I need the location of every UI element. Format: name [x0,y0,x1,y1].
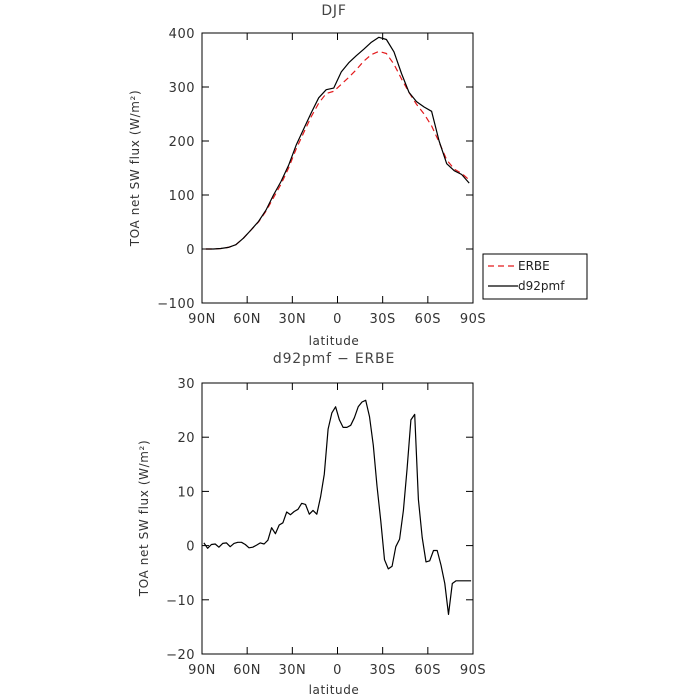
bottom-x-tick-label: 30N [278,663,306,678]
top-panel: DJF 90N 60N 30N 0 30S 60S 90S −100 0 100 200 300 40… [128,3,588,348]
bottom-y-axis: −20 −10 0 10 20 30 [166,377,473,663]
top-chart-title: DJF [321,3,346,19]
legend-label-d92pmf: d92pmf [518,279,565,293]
top-x-tick-label: 90S [460,312,486,327]
bottom-y-tick-label: 20 [177,431,195,446]
bottom-plot-frame [201,382,474,655]
bottom-x-axis-title: latitude [309,683,360,697]
top-y-axis: −100 0 100 200 300 400 [157,27,473,312]
bottom-y-tick-label: −10 [166,594,195,609]
bottom-y-axis-title: TOA net SW flux (W/m²) [137,440,151,597]
bottom-x-tick-label: 60N [233,663,261,678]
top-y-tick-label: −100 [157,297,195,312]
top-y-axis-title: TOA net SW flux (W/m²) [128,90,142,247]
top-y-tick-label: 0 [186,243,195,258]
top-x-tick-label: 90N [188,312,216,327]
bottom-x-tick-label: 30S [370,663,396,678]
bottom-y-tick-label: 0 [186,540,195,555]
top-x-tick-label: 60N [233,312,261,327]
top-x-tick-label: 60S [415,312,441,327]
top-y-tick-label: 300 [169,81,195,96]
bottom-chart-title: d92pmf − ERBE [273,351,395,367]
bottom-series-line-series-0 [203,399,472,616]
top-y-tick-label: 100 [169,189,195,204]
bottom-x-tick-label: 90S [460,663,486,678]
bottom-y-tick-label: 30 [177,377,195,392]
top-series-line-d92pmf [205,36,470,250]
bottom-x-tick-label: 90N [188,663,216,678]
bottom-y-tick-label: −20 [166,648,195,663]
top-y-tick-label: 400 [169,27,195,42]
bottom-x-tick-label: 0 [333,663,342,678]
legend-label-erbe: ERBE [518,259,550,273]
bottom-y-tick-label: 10 [177,485,195,500]
top-x-axis: 90N 60N 30N 0 30S 60S 90S [188,33,486,327]
bottom-x-tick-label: 60S [415,663,441,678]
top-x-tick-label: 30N [278,312,306,327]
top-plot-frame [201,32,474,304]
top-y-tick-label: 200 [169,135,195,150]
bottom-series-lines [203,399,472,616]
top-series-lines [205,36,470,250]
top-series-line-erbe [205,50,470,250]
top-x-tick-label: 30S [370,312,396,327]
legend: ERBE d92pmf [482,253,588,300]
bottom-panel: d92pmf − ERBE 90N 60N 30N 0 30S 60S 90S −20 −10… [137,351,486,697]
legend-box [482,253,588,300]
top-x-tick-label: 0 [333,312,342,327]
top-x-axis-title: latitude [309,334,360,348]
bottom-x-axis: 90N 60N 30N 0 30S 60S 90S [188,383,486,678]
